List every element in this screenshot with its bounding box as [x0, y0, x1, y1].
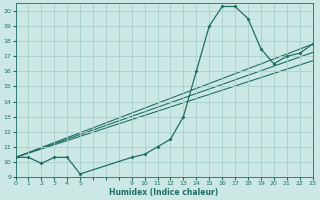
X-axis label: Humidex (Indice chaleur): Humidex (Indice chaleur)	[109, 188, 219, 197]
